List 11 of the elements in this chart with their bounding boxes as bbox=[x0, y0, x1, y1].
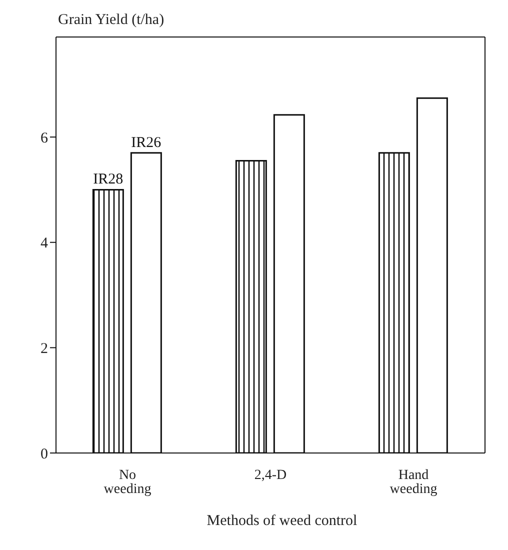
x-tick-label: Hand weeding bbox=[390, 468, 438, 497]
x-tick-label: 2,4-D bbox=[254, 468, 287, 483]
y-tick-label: 6 bbox=[40, 130, 48, 146]
x-axis-title: Methods of weed control bbox=[206, 513, 358, 530]
series-label: IR26 bbox=[131, 134, 162, 151]
y-tick-label: 4 bbox=[40, 236, 48, 252]
y-tick-label: 2 bbox=[40, 341, 48, 358]
x-tick-label: No weeding bbox=[104, 468, 152, 497]
y-tick-label: 0 bbox=[40, 446, 48, 462]
y-axis-title: Grain Yield (t/ha) bbox=[58, 12, 164, 29]
series-label: IR28 bbox=[93, 172, 124, 188]
